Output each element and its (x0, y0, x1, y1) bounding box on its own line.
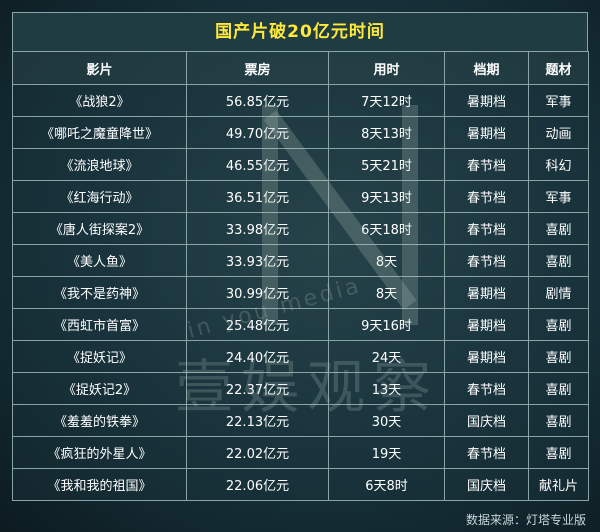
cell-release-slot: 春节档 (444, 436, 529, 469)
cell-time-taken: 9天13时 (328, 180, 445, 213)
table-row: 《哪吒之魔童降世》 49.70亿元 8天13时 暑期档 动画 (12, 116, 589, 149)
cell-release-slot: 春节档 (444, 212, 529, 245)
header-release-slot: 档期 (444, 51, 529, 85)
cell-genre: 科幻 (528, 148, 589, 181)
cell-release-slot: 暑期档 (444, 84, 529, 117)
table-row: 《我和我的祖国》 22.06亿元 6天8时 国庆档 献礼片 (12, 468, 589, 501)
cell-time-taken: 6天18时 (328, 212, 445, 245)
cell-film: 《疯狂的外星人》 (12, 436, 187, 469)
cell-release-slot: 国庆档 (444, 404, 529, 437)
table-row: 《疯狂的外星人》 22.02亿元 19天 春节档 喜剧 (12, 436, 589, 469)
data-source-note: 数据来源：灯塔专业版 (465, 513, 586, 527)
cell-film: 《战狼2》 (12, 84, 187, 117)
cell-genre: 喜剧 (528, 436, 589, 469)
cell-box-office: 30.99亿元 (186, 276, 329, 309)
table-row: 《唐人街探案2》 33.98亿元 6天18时 春节档 喜剧 (12, 212, 589, 245)
cell-genre: 喜剧 (528, 372, 589, 405)
cell-time-taken: 9天16时 (328, 308, 445, 341)
table-row: 《流浪地球》 46.55亿元 5天21时 春节档 科幻 (12, 148, 589, 181)
header-time-taken: 用时 (328, 51, 445, 85)
cell-film: 《红海行动》 (12, 180, 187, 213)
cell-genre: 军事 (528, 84, 589, 117)
cell-time-taken: 5天21时 (328, 148, 445, 181)
header-genre: 题材 (528, 51, 589, 85)
header-box-office: 票房 (186, 51, 329, 85)
cell-box-office: 24.40亿元 (186, 340, 329, 373)
cell-box-office: 22.02亿元 (186, 436, 329, 469)
cell-release-slot: 暑期档 (444, 308, 529, 341)
cell-film: 《捉妖记》 (12, 340, 187, 373)
cell-genre: 喜剧 (528, 308, 589, 341)
cell-film: 《唐人街探案2》 (12, 212, 187, 245)
cell-box-office: 22.06亿元 (186, 468, 329, 501)
cell-time-taken: 24天 (328, 340, 445, 373)
cell-box-office: 36.51亿元 (186, 180, 329, 213)
cell-film: 《羞羞的铁拳》 (12, 404, 187, 437)
cell-release-slot: 春节档 (444, 148, 529, 181)
table-row: 《羞羞的铁拳》 22.13亿元 30天 国庆档 喜剧 (12, 404, 589, 437)
cell-release-slot: 春节档 (444, 180, 529, 213)
cell-genre: 献礼片 (528, 468, 589, 501)
cell-time-taken: 8天13时 (328, 116, 445, 149)
cell-time-taken: 6天8时 (328, 468, 445, 501)
cell-box-office: 33.98亿元 (186, 212, 329, 245)
table-title: 国产片破20亿元时间 (12, 12, 588, 52)
cell-time-taken: 8天 (328, 244, 445, 277)
cell-release-slot: 春节档 (444, 244, 529, 277)
box-office-table: 影片 票房 用时 档期 题材 《战狼2》 56.85亿元 7天12时 暑期档 军事 《哪吒… (12, 51, 589, 501)
cell-release-slot: 国庆档 (444, 468, 529, 501)
header-row: 影片 票房 用时 档期 题材 (12, 51, 589, 85)
cell-genre: 喜剧 (528, 404, 589, 437)
cell-genre: 剧情 (528, 276, 589, 309)
cell-genre: 喜剧 (528, 212, 589, 245)
cell-box-office: 25.48亿元 (186, 308, 329, 341)
table-row: 《西虹市首富》 25.48亿元 9天16时 暑期档 喜剧 (12, 308, 589, 341)
cell-time-taken: 13天 (328, 372, 445, 405)
cell-box-office: 33.93亿元 (186, 244, 329, 277)
cell-time-taken: 7天12时 (328, 84, 445, 117)
cell-genre: 喜剧 (528, 340, 589, 373)
cell-film: 《西虹市首富》 (12, 308, 187, 341)
cell-film: 《我和我的祖国》 (12, 468, 187, 501)
cell-film: 《捉妖记2》 (12, 372, 187, 405)
cell-time-taken: 19天 (328, 436, 445, 469)
table-row: 《美人鱼》 33.93亿元 8天 春节档 喜剧 (12, 244, 589, 277)
cell-release-slot: 春节档 (444, 372, 529, 405)
cell-genre: 动画 (528, 116, 589, 149)
cell-box-office: 46.55亿元 (186, 148, 329, 181)
cell-box-office: 56.85亿元 (186, 84, 329, 117)
cell-genre: 军事 (528, 180, 589, 213)
cell-film: 《哪吒之魔童降世》 (12, 116, 187, 149)
table-row: 《红海行动》 36.51亿元 9天13时 春节档 军事 (12, 180, 589, 213)
watermark-chinese: 壹娱观察 (175, 353, 440, 421)
cell-box-office: 49.70亿元 (186, 116, 329, 149)
cell-release-slot: 暑期档 (444, 116, 529, 149)
table-row: 《捉妖记》 24.40亿元 24天 暑期档 喜剧 (12, 340, 589, 373)
table-row: 《我不是药神》 30.99亿元 8天 暑期档 剧情 (12, 276, 589, 309)
cell-film: 《流浪地球》 (12, 148, 187, 181)
cell-film: 《我不是药神》 (12, 276, 187, 309)
cell-box-office: 22.37亿元 (186, 372, 329, 405)
cell-release-slot: 暑期档 (444, 276, 529, 309)
cell-genre: 喜剧 (528, 244, 589, 277)
cell-film: 《美人鱼》 (12, 244, 187, 277)
cell-release-slot: 暑期档 (444, 340, 529, 373)
table-row: 《战狼2》 56.85亿元 7天12时 暑期档 军事 (12, 84, 589, 117)
header-film: 影片 (12, 51, 187, 85)
